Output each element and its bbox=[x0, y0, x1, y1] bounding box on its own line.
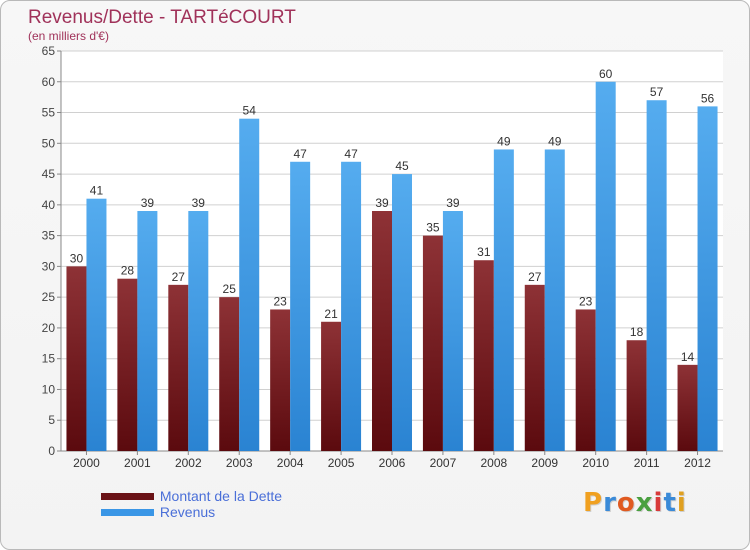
legend-label-dette: Montant de la Dette bbox=[159, 488, 283, 505]
chart-subtitle: (en milliers d'€) bbox=[28, 29, 109, 43]
legend-swatch-dette bbox=[101, 492, 154, 500]
chart-title: Revenus/Dette - TARTéCOURT bbox=[28, 7, 296, 28]
data-label-revenus: 47 bbox=[344, 147, 358, 161]
x-tick-label: 2010 bbox=[582, 456, 609, 470]
x-tick-label: 2002 bbox=[175, 456, 202, 470]
bar-dette bbox=[66, 266, 87, 451]
bar-chart: 0 5 10 15 20 25 30 35 40 45 50 55 60 65 30 41 2000 28 39 20… bbox=[42, 44, 723, 470]
x-tick-label: 2008 bbox=[480, 456, 507, 470]
bar-dette bbox=[168, 284, 189, 451]
y-tick-label: 15 bbox=[42, 352, 56, 366]
y-tick-label: 20 bbox=[42, 321, 56, 335]
data-label-dette: 31 bbox=[477, 245, 491, 259]
data-label-revenus: 47 bbox=[293, 147, 307, 161]
x-tick-label: 2001 bbox=[124, 456, 151, 470]
data-label-dette: 28 bbox=[121, 264, 135, 278]
y-tick-label: 10 bbox=[42, 382, 56, 396]
data-label-dette: 27 bbox=[172, 270, 186, 284]
bar-revenus bbox=[290, 161, 311, 451]
x-tick-label: 2003 bbox=[226, 456, 253, 470]
bar-revenus bbox=[86, 198, 107, 451]
y-tick-label: 45 bbox=[42, 167, 56, 181]
data-label-revenus: 39 bbox=[446, 196, 460, 210]
proxiti-logo: Proxiti bbox=[583, 488, 687, 518]
bar-revenus bbox=[341, 161, 362, 451]
data-label-revenus: 39 bbox=[192, 196, 206, 210]
y-tick-label: 50 bbox=[42, 136, 56, 150]
data-label-dette: 35 bbox=[426, 221, 440, 235]
data-label-dette: 21 bbox=[324, 307, 338, 321]
data-label-dette: 25 bbox=[223, 282, 237, 296]
data-label-revenus: 41 bbox=[90, 184, 104, 198]
bar-dette bbox=[524, 284, 545, 451]
bar-revenus bbox=[239, 118, 260, 451]
data-label-dette: 30 bbox=[70, 251, 84, 265]
y-tick-label: 35 bbox=[42, 229, 56, 243]
data-label-revenus: 49 bbox=[548, 134, 562, 148]
data-label-revenus: 45 bbox=[395, 159, 409, 173]
bar-dette bbox=[473, 260, 494, 451]
x-tick-label: 2007 bbox=[430, 456, 457, 470]
bar-dette bbox=[677, 364, 698, 451]
bar-dette bbox=[219, 297, 240, 451]
bar-revenus bbox=[493, 149, 514, 451]
bar-dette bbox=[270, 309, 291, 451]
bar-revenus bbox=[392, 174, 412, 452]
data-label-dette: 18 bbox=[630, 325, 644, 339]
data-label-revenus: 57 bbox=[650, 85, 664, 99]
y-tick-label: 60 bbox=[42, 75, 56, 89]
data-label-revenus: 60 bbox=[599, 67, 613, 81]
bar-revenus bbox=[544, 149, 565, 451]
y-tick-label: 65 bbox=[42, 44, 56, 58]
y-tick-label: 5 bbox=[48, 413, 55, 427]
bar-dette bbox=[372, 211, 392, 451]
x-tick-label: 2000 bbox=[73, 456, 100, 470]
data-label-dette: 39 bbox=[375, 196, 389, 210]
data-label-revenus: 56 bbox=[701, 91, 715, 105]
bar-dette bbox=[321, 321, 342, 451]
bar-dette bbox=[117, 278, 138, 451]
data-label-revenus: 39 bbox=[141, 196, 155, 210]
legend-item-dette: Montant de la Dette bbox=[101, 487, 283, 505]
bar-revenus bbox=[595, 81, 616, 452]
bar-revenus bbox=[646, 100, 667, 451]
bar-revenus bbox=[137, 211, 158, 451]
bar-revenus bbox=[442, 211, 463, 451]
y-tick-label: 25 bbox=[42, 290, 56, 304]
bar-revenus bbox=[697, 106, 718, 451]
data-label-dette: 23 bbox=[579, 294, 593, 308]
bar-dette bbox=[626, 340, 647, 451]
data-label-dette: 23 bbox=[273, 294, 287, 308]
legend-label-revenus: Revenus bbox=[159, 504, 216, 521]
data-label-dette: 14 bbox=[681, 350, 695, 364]
data-label-dette: 27 bbox=[528, 270, 542, 284]
x-tick-label: 2009 bbox=[531, 456, 558, 470]
x-tick-label: 2004 bbox=[277, 456, 304, 470]
x-tick-label: 2006 bbox=[379, 456, 406, 470]
y-tick-label: 40 bbox=[42, 198, 56, 212]
bar-dette bbox=[575, 309, 596, 451]
data-label-revenus: 54 bbox=[243, 104, 257, 118]
bar-revenus bbox=[188, 211, 209, 451]
y-tick-label: 30 bbox=[42, 259, 56, 273]
bar-dette bbox=[422, 235, 443, 451]
y-tick-label: 0 bbox=[48, 444, 55, 458]
y-tick-label: 55 bbox=[42, 106, 56, 120]
data-label-revenus: 49 bbox=[497, 134, 511, 148]
x-tick-label: 2011 bbox=[634, 456, 660, 470]
x-tick-label: 2012 bbox=[684, 456, 711, 470]
x-tick-label: 2005 bbox=[328, 456, 355, 470]
legend: Montant de la Dette Revenus bbox=[101, 487, 283, 521]
legend-item-revenus: Revenus bbox=[101, 503, 282, 521]
legend-swatch-revenus bbox=[101, 508, 154, 516]
